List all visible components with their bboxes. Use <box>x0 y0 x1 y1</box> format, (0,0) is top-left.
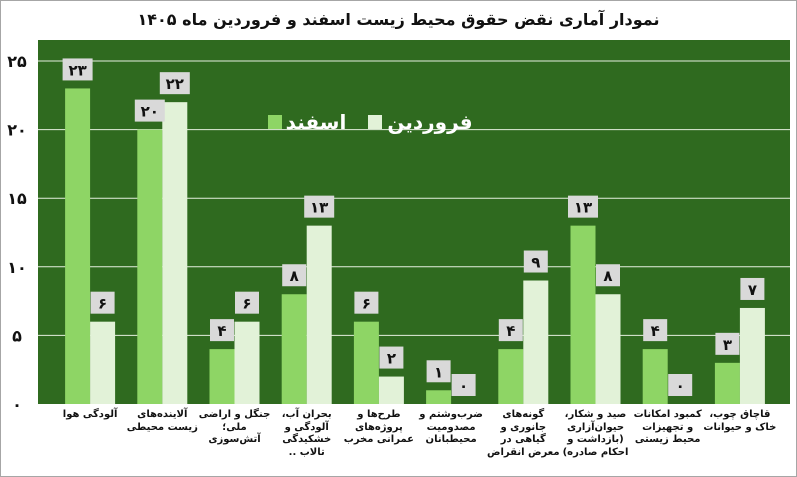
data-label-box <box>134 99 165 122</box>
data-label-farvardin: ۸ <box>603 267 612 285</box>
x-category-label: صید و شکار، حیوان‌آزاری (بازداشت و احکام… <box>562 409 629 458</box>
bar-farvardin <box>739 307 765 404</box>
data-label-farvardin: ۲ <box>387 350 396 368</box>
data-label-box <box>740 277 765 300</box>
bar-esfand <box>714 362 740 404</box>
x-category-label: آلودگی هوا <box>62 409 118 420</box>
legend-label-esfand: اسفند <box>286 110 347 134</box>
data-label-box <box>282 264 307 287</box>
data-label-box <box>159 72 190 95</box>
bar-farvardin <box>306 225 332 404</box>
bar-farvardin <box>90 321 116 404</box>
bar-farvardin <box>162 102 188 404</box>
bar-esfand <box>498 349 524 404</box>
y-tick-label: ۲۰ <box>7 121 27 140</box>
data-label-esfand: ۶ <box>362 295 371 313</box>
bar-esfand <box>281 294 307 404</box>
x-category-label: بحران آب، آلودگی و خشکیدگی تالاب .. <box>281 409 332 458</box>
data-label-box <box>668 374 693 396</box>
y-tick-label: ۰ <box>12 395 22 414</box>
bar-esfand <box>353 321 379 404</box>
bar-esfand <box>642 349 668 404</box>
data-label-farvardin: ۹ <box>531 254 540 272</box>
bar-esfand <box>137 129 163 404</box>
y-tick-label: ۵ <box>12 326 22 345</box>
y-tick-label: ۲۵ <box>7 52 27 71</box>
bar-farvardin <box>378 376 404 404</box>
x-category-label: جنگل و اراضی ملی؛ آتش‌سوزی <box>198 409 271 445</box>
data-label-farvardin: ۰ <box>676 377 685 395</box>
y-tick-label: ۱۵ <box>7 189 27 208</box>
x-category-label: ضرب‌وشتم و مصدومیت محیطبانان <box>419 409 483 445</box>
data-label-box <box>498 319 523 342</box>
data-label-esfand: ۱۳ <box>574 199 592 217</box>
bar-farvardin <box>523 280 549 404</box>
legend-label-farvardin: فروردین <box>387 110 472 134</box>
data-label-esfand: ۸ <box>290 267 299 285</box>
data-label-esfand: ۱ <box>434 363 443 381</box>
bar-esfand <box>570 225 596 404</box>
data-label-box <box>715 332 740 355</box>
data-label-box <box>523 250 548 273</box>
data-label-box <box>304 195 335 218</box>
data-label-box <box>426 360 451 383</box>
data-label-box <box>379 346 404 369</box>
data-label-box <box>235 291 259 314</box>
bar-esfand <box>65 88 91 404</box>
data-label-farvardin: ۲۲ <box>166 75 184 93</box>
bar-esfand <box>426 390 452 404</box>
data-label-farvardin: ۰ <box>459 377 468 395</box>
data-label-box <box>596 264 620 287</box>
data-label-box <box>354 291 379 314</box>
chart-title: نمودار آماری نقض حقوق محیط زیست اسفند و … <box>137 10 660 29</box>
data-label-farvardin: ۷ <box>748 281 757 299</box>
bar-esfand <box>209 349 235 404</box>
legend-swatch-farvardin <box>368 115 382 129</box>
data-label-esfand: ۲۰ <box>141 103 159 121</box>
data-label-farvardin: ۱۳ <box>310 199 328 217</box>
data-label-box <box>210 319 234 342</box>
data-label-esfand: ۴ <box>651 322 660 340</box>
legend-swatch-esfand <box>268 115 282 129</box>
x-category-label: طرح‌ها و پروژه‌های عمرانی مخرب <box>343 409 414 445</box>
data-label-box <box>90 291 115 314</box>
data-label-box <box>62 58 93 81</box>
x-category-label: گونه‌های جانوری و گیاهی در معرض انقراض <box>487 409 560 458</box>
data-label-esfand: ۲۳ <box>68 61 86 79</box>
data-label-esfand: ۴ <box>217 322 226 340</box>
data-label-farvardin: ۶ <box>242 295 251 313</box>
data-label-esfand: ۴ <box>506 322 515 340</box>
data-label-box <box>568 195 598 218</box>
data-label-farvardin: ۶ <box>98 295 107 313</box>
x-category-label: آلاینده‌های زیست محیطی <box>126 409 198 433</box>
bar-farvardin <box>234 321 260 404</box>
y-tick-label: ۱۰ <box>7 258 27 277</box>
data-label-esfand: ۳ <box>723 336 732 354</box>
data-label-box <box>451 374 476 396</box>
x-category-label: کمبود امکانات و تجهیزات محیط زیستی <box>633 409 702 445</box>
x-category-label: قاچاق چوب، خاک و حیوانات <box>703 409 777 433</box>
data-label-box <box>643 319 668 342</box>
bar-farvardin <box>595 294 621 404</box>
